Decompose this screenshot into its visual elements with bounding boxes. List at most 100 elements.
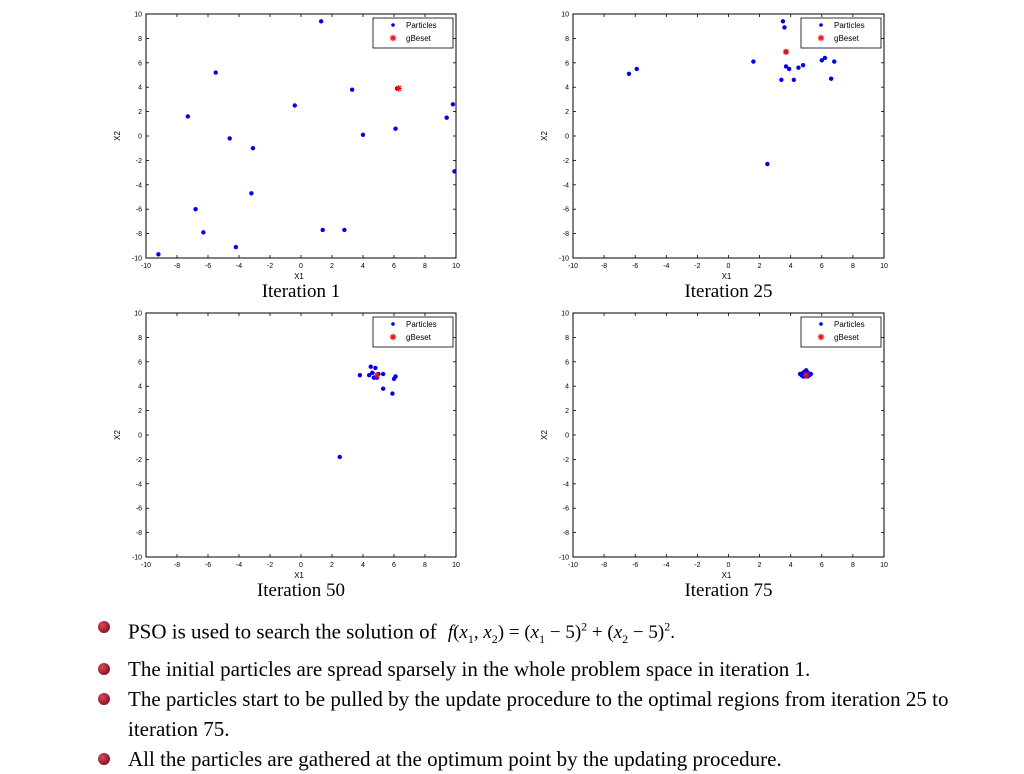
panel-title: Iteration 1 xyxy=(262,281,341,302)
formula-sub: 2 xyxy=(491,632,498,647)
particle-point xyxy=(292,103,297,108)
x-tick-label: 6 xyxy=(820,263,824,270)
x-tick-label: -8 xyxy=(601,562,607,569)
particle-point xyxy=(337,454,342,460)
particle-point xyxy=(390,391,395,396)
y-tick-label: -6 xyxy=(136,506,142,513)
legend-particles-marker xyxy=(819,322,823,326)
bullet-dot-icon xyxy=(98,693,110,706)
particle-point xyxy=(368,364,373,369)
y-tick-label: -4 xyxy=(136,481,142,488)
formula-sub: 1 xyxy=(539,632,546,647)
x-tick-label: -4 xyxy=(663,562,669,569)
particle-point xyxy=(819,58,824,63)
gbest-star-d2 xyxy=(395,85,402,92)
legend-box xyxy=(372,316,454,348)
y-tick-label: -2 xyxy=(563,457,569,464)
x-tick-label: -6 xyxy=(632,562,638,569)
particle-point xyxy=(782,25,787,30)
y-tick-label: 0 xyxy=(138,134,142,141)
y-tick-label: 2 xyxy=(565,109,569,116)
particle-point xyxy=(779,77,784,83)
x-tick-label: -6 xyxy=(205,263,211,270)
particle-point xyxy=(786,66,792,72)
particle-point xyxy=(450,102,456,107)
particle-point xyxy=(213,70,218,75)
x-tick-label: -10 xyxy=(141,562,151,569)
x-tick-label: 10 xyxy=(880,562,888,569)
legend: Particles gBeset xyxy=(372,316,454,348)
y-tick-label: 6 xyxy=(138,359,142,366)
y-tick-label: 8 xyxy=(565,335,569,342)
particle-point xyxy=(318,19,324,24)
scatter-panel-2: -10 -8 -6 -4 -2 0 2 4 6 8 10 -10 -8 -6 -4 -2 0 2 4 6 8 10 X1 X2… xyxy=(540,12,888,303)
particle-point xyxy=(832,59,837,64)
bullet-dot-icon xyxy=(98,621,110,633)
particle-point xyxy=(808,371,814,377)
particle-point xyxy=(156,252,161,257)
legend-label: Particles xyxy=(406,21,437,30)
plot-area-frame xyxy=(572,13,885,259)
particle-point xyxy=(393,374,398,379)
legend-label: gBeset xyxy=(406,333,432,342)
particle-point xyxy=(185,114,191,119)
x-tick-label: -2 xyxy=(694,562,700,569)
x-tick-label: 10 xyxy=(452,562,460,569)
particle-point xyxy=(250,146,256,151)
y-axis-label: X2 xyxy=(113,131,122,141)
particle-point xyxy=(357,373,363,378)
x-tick-label: 10 xyxy=(452,263,460,270)
plot-area-frame xyxy=(145,13,457,259)
legend-gbest-marker-d2 xyxy=(818,35,824,41)
particle-point xyxy=(804,368,809,373)
gbest-star-d2 xyxy=(374,372,380,379)
particle-point xyxy=(342,227,347,233)
legend-particles-marker xyxy=(391,322,395,326)
y-tick-label: 2 xyxy=(138,408,142,415)
formula-f: f xyxy=(447,622,454,644)
particle-point xyxy=(360,132,366,137)
legend-gbest-marker-d2 xyxy=(390,334,396,340)
x-tick-label: -10 xyxy=(568,263,578,270)
y-tick-label: 6 xyxy=(565,359,569,366)
legend-gbest-marker-d2 xyxy=(818,334,824,340)
y-tick-label: 10 xyxy=(134,311,142,318)
y-tick-label: -2 xyxy=(136,158,142,165)
x-axis-label: X1 xyxy=(294,571,304,580)
particle-point xyxy=(751,59,756,64)
particle-point xyxy=(380,386,386,391)
x-tick-label: 2 xyxy=(758,263,762,270)
x-tick-label: 4 xyxy=(361,562,365,569)
y-tick-label: -6 xyxy=(563,207,569,214)
y-tick-label: -10 xyxy=(132,256,142,263)
legend: Particles gBeset xyxy=(372,17,454,49)
particle-point xyxy=(201,230,206,235)
scatter-panel-4: -10 -8 -6 -4 -2 0 2 4 6 8 10 -10 -8 -6 -4 -2 0 2 4 6 8 10 X1 X2… xyxy=(540,311,888,602)
scatter-panel-3: -10 -8 -6 -4 -2 0 2 4 6 8 10 -10 -8 -6 -4 -2 0 2 4 6 8 10 X1 X2… xyxy=(113,311,460,602)
formula-sup: 2 xyxy=(664,620,671,634)
x-tick-label: 6 xyxy=(392,562,396,569)
x-tick-label: -10 xyxy=(568,562,578,569)
y-tick-label: 8 xyxy=(565,36,569,43)
x-tick-label: 6 xyxy=(392,263,396,270)
particle-point xyxy=(791,77,797,83)
x-tick-label: -4 xyxy=(663,263,669,270)
panel-title: Iteration 50 xyxy=(257,580,345,601)
panel-title: Iteration 75 xyxy=(684,580,772,601)
x-axis-label: X1 xyxy=(294,272,304,281)
y-tick-label: -8 xyxy=(563,530,569,537)
x-axis-label: X1 xyxy=(722,571,732,580)
legend-label: gBeset xyxy=(406,34,432,43)
y-tick-label: 10 xyxy=(561,12,569,19)
y-tick-label: -8 xyxy=(563,231,569,238)
y-tick-label: -2 xyxy=(563,158,569,165)
x-tick-label: 0 xyxy=(299,263,303,270)
particle-point xyxy=(393,126,398,131)
gbest-point xyxy=(395,85,402,92)
legend-particles-marker xyxy=(819,23,823,27)
particle-point xyxy=(233,244,239,250)
legend-label: Particles xyxy=(834,320,865,329)
legend-label: gBeset xyxy=(834,34,860,43)
x-tick-label: -2 xyxy=(694,263,700,270)
legend-label: Particles xyxy=(406,320,437,329)
